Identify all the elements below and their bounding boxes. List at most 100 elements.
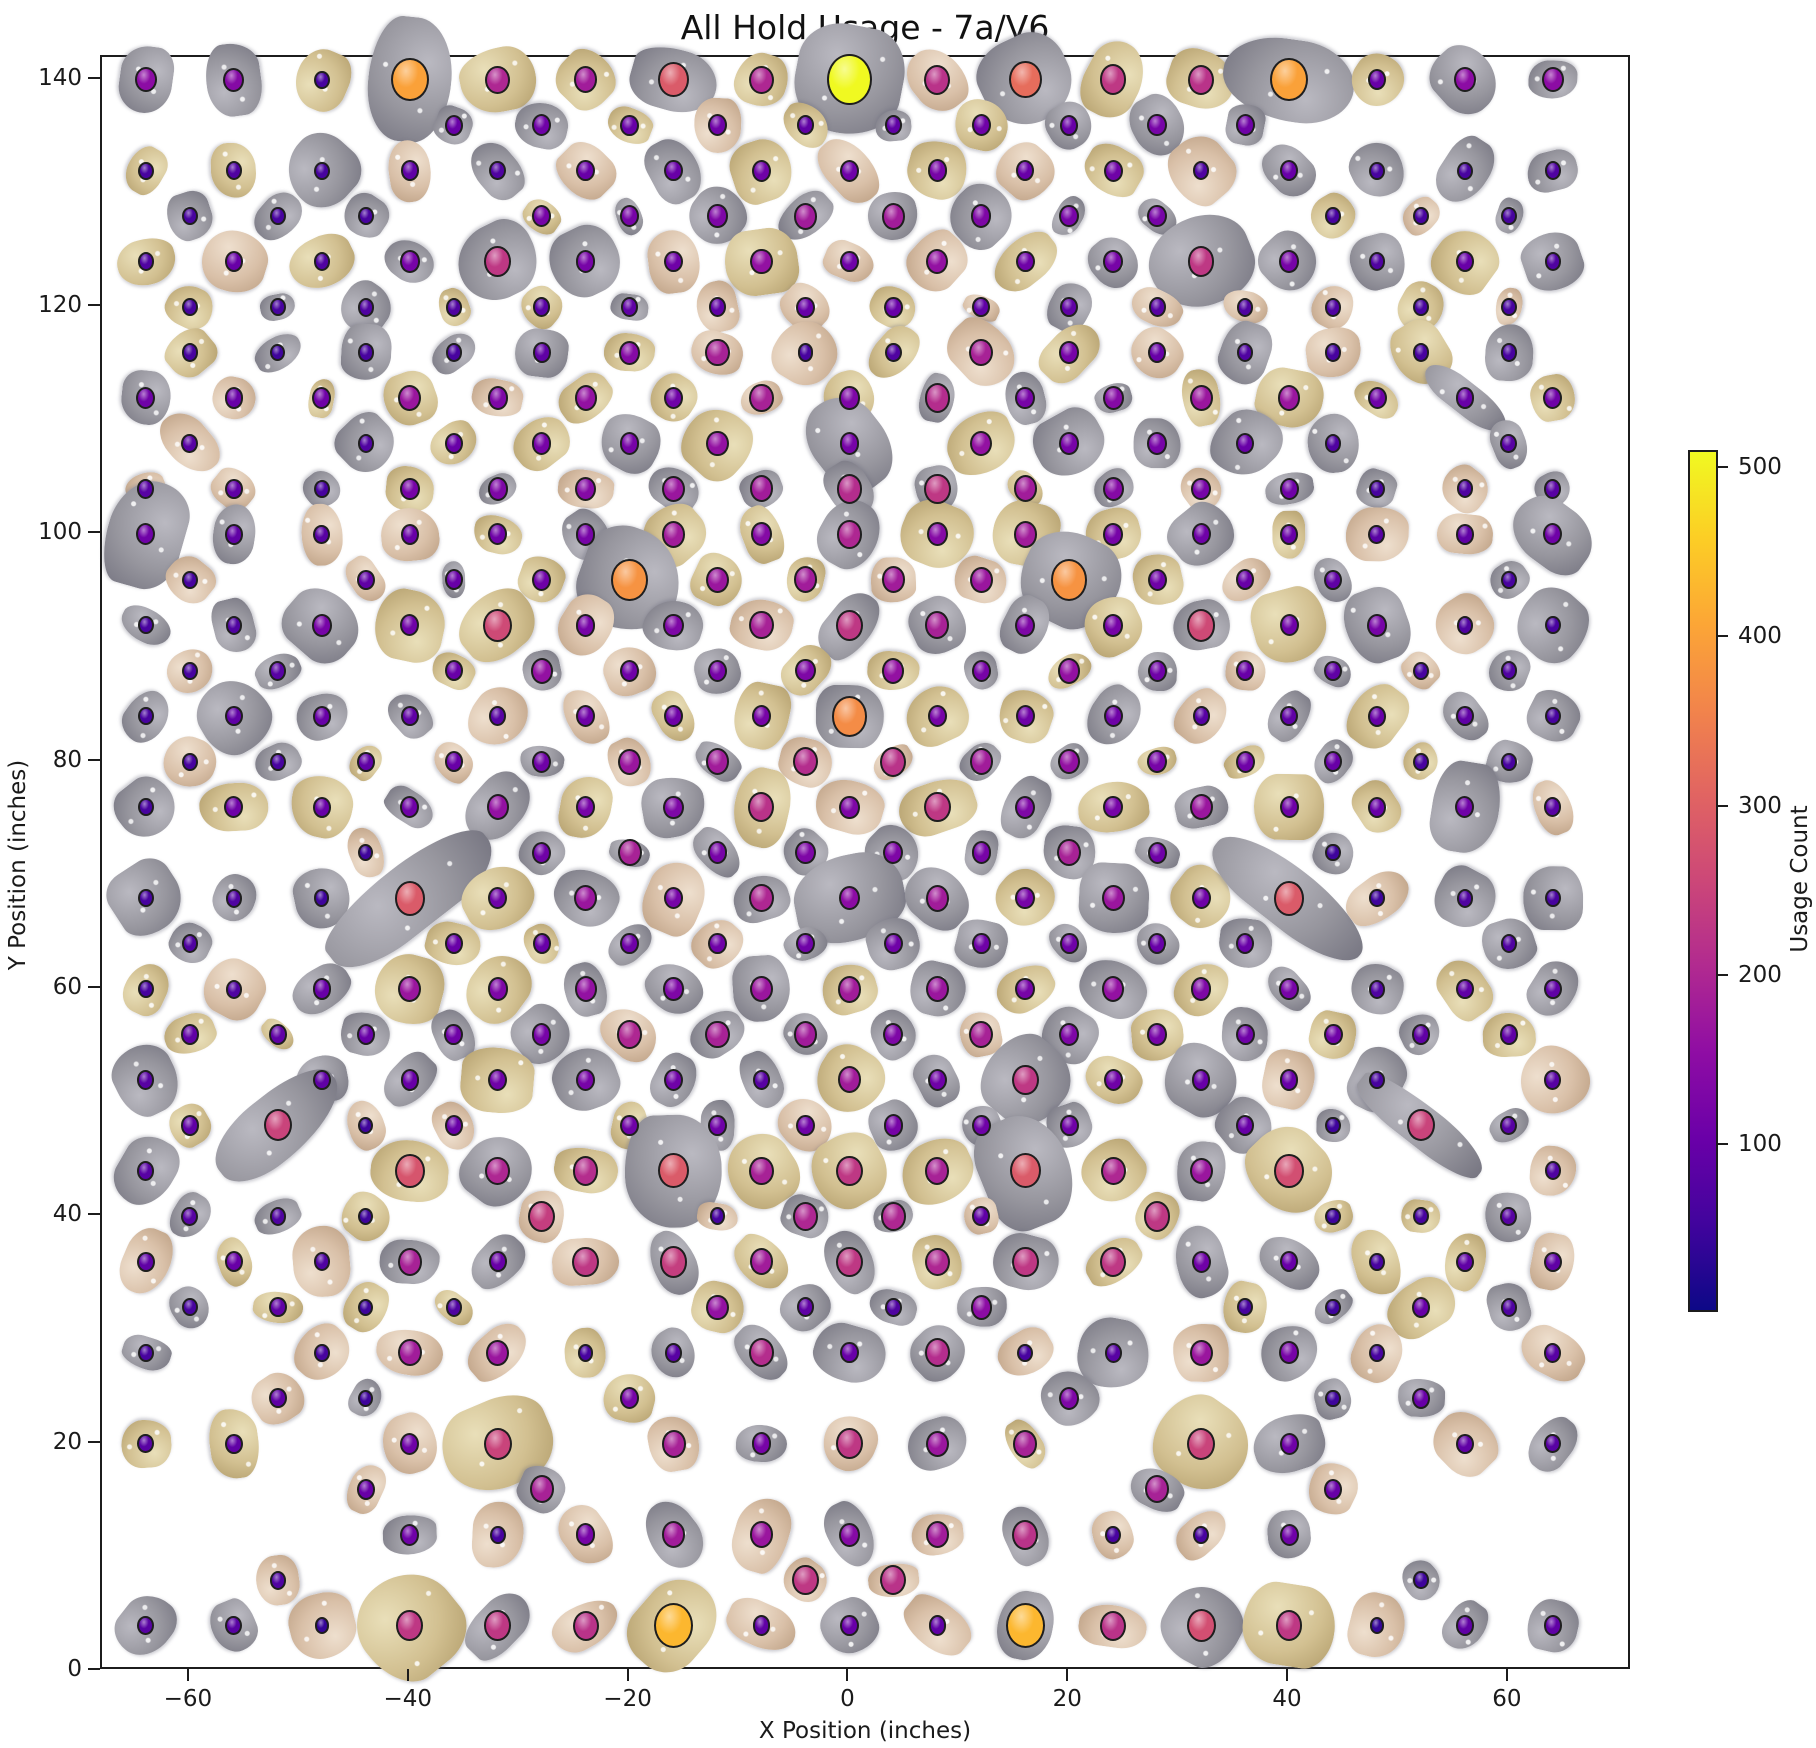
- usage-dot: [575, 250, 596, 273]
- usage-dot: [1279, 1523, 1299, 1546]
- usage-dot: [487, 977, 508, 1001]
- usage-dot: [1148, 297, 1166, 317]
- usage-dot: [1369, 1070, 1385, 1089]
- usage-dot: [485, 1156, 511, 1186]
- usage-dot: [394, 880, 426, 916]
- usage-dot: [1147, 113, 1167, 137]
- usage-dot: [445, 297, 462, 317]
- usage-dot: [1103, 705, 1123, 728]
- usage-dot: [1148, 341, 1167, 364]
- usage-dot: [619, 340, 641, 365]
- usage-dot: [1187, 246, 1215, 277]
- usage-dot: [572, 1246, 599, 1278]
- usage-dot: [1413, 1571, 1429, 1589]
- usage-dot: [1105, 1525, 1122, 1544]
- usage-dot: [312, 1069, 331, 1091]
- usage-dot: [394, 1153, 425, 1189]
- usage-dot: [1188, 64, 1215, 95]
- usage-dot: [1456, 978, 1474, 1000]
- usage-dot: [1143, 1201, 1171, 1232]
- usage-dot: [445, 343, 462, 362]
- usage-dot: [836, 474, 863, 504]
- usage-dot: [750, 975, 773, 1003]
- usage-dot: [797, 343, 814, 362]
- usage-dot: [1235, 1023, 1255, 1046]
- usage-dot: [1279, 1341, 1299, 1364]
- usage-dot: [1543, 523, 1563, 546]
- usage-dot: [1407, 1109, 1435, 1142]
- usage-dot: [1279, 1069, 1299, 1091]
- usage-dot: [1147, 568, 1167, 591]
- usage-dot: [136, 523, 156, 546]
- usage-dot: [1051, 559, 1088, 601]
- usage-dot: [483, 1427, 512, 1460]
- usage-dot: [971, 114, 991, 137]
- usage-dot: [1413, 207, 1429, 226]
- usage-dot: [533, 297, 551, 317]
- usage-dot: [880, 1565, 907, 1596]
- usage-dot: [1192, 706, 1210, 727]
- usage-dot: [182, 661, 198, 680]
- usage-dot: [838, 885, 861, 911]
- usage-dot: [750, 1521, 773, 1548]
- usage-dot: [620, 296, 639, 318]
- usage-dot: [445, 1297, 462, 1317]
- usage-dot: [928, 1615, 947, 1636]
- usage-dot: [1455, 387, 1475, 409]
- usage-dot: [748, 1338, 775, 1368]
- usage-dot: [138, 979, 154, 999]
- usage-dot: [572, 1610, 599, 1641]
- usage-dot: [182, 343, 198, 362]
- usage-dot: [837, 975, 862, 1003]
- usage-dot: [577, 1343, 594, 1362]
- usage-dot: [1544, 889, 1561, 908]
- usage-dot: [483, 608, 512, 642]
- usage-dot: [532, 114, 552, 137]
- usage-dot: [836, 1246, 863, 1278]
- usage-dot: [224, 796, 244, 819]
- y-tick-label: 40: [52, 1201, 82, 1228]
- usage-dot: [1060, 114, 1079, 136]
- usage-dot: [1325, 1389, 1341, 1407]
- y-tick-label: 0: [67, 1656, 82, 1682]
- usage-dot: [706, 1294, 729, 1321]
- usage-dot: [1011, 1064, 1039, 1096]
- usage-dot: [1235, 569, 1255, 591]
- usage-dot: [1456, 706, 1474, 727]
- usage-dot: [1500, 1024, 1518, 1045]
- usage-dot: [661, 1521, 686, 1549]
- usage-dot: [752, 1615, 771, 1636]
- usage-dot: [927, 159, 948, 182]
- usage-dot: [1099, 64, 1127, 96]
- usage-dot: [925, 611, 950, 640]
- usage-dot: [1413, 297, 1429, 317]
- usage-dot: [182, 570, 198, 589]
- usage-dot: [1411, 1296, 1431, 1318]
- usage-dot: [572, 1156, 599, 1186]
- usage-dot: [137, 252, 155, 272]
- usage-dot: [313, 252, 331, 272]
- usage-dot: [1501, 570, 1517, 589]
- usage-dot: [575, 523, 596, 546]
- usage-dot: [795, 1114, 815, 1137]
- usage-dot: [489, 161, 506, 181]
- usage-dot: [444, 1114, 463, 1136]
- usage-dot: [484, 246, 511, 277]
- usage-dot: [1500, 1206, 1518, 1227]
- usage-dot: [1235, 660, 1255, 682]
- usage-dot: [1235, 1114, 1255, 1136]
- usage-dot: [1411, 1387, 1431, 1409]
- usage-dot: [1500, 661, 1518, 681]
- usage-dot: [663, 977, 684, 1001]
- usage-dot: [1103, 614, 1124, 637]
- usage-dot: [574, 385, 597, 411]
- usage-dot: [658, 62, 689, 98]
- usage-dot: [883, 1022, 904, 1047]
- usage-dot: [969, 748, 994, 776]
- usage-dot: [663, 886, 684, 910]
- usage-dot: [400, 1432, 420, 1455]
- usage-dot: [1413, 343, 1429, 362]
- usage-dot: [837, 520, 862, 549]
- usage-dot: [573, 66, 598, 94]
- usage-dot: [792, 747, 819, 777]
